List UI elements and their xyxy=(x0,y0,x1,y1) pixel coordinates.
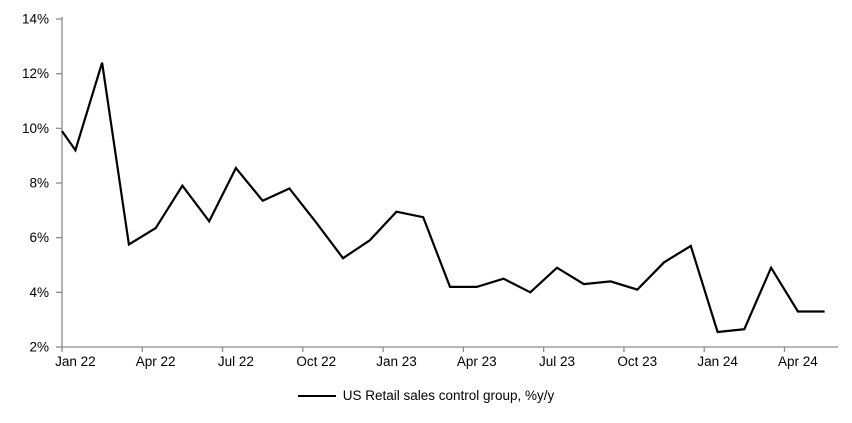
x-tick-label: Oct 22 xyxy=(296,354,336,369)
legend-label: US Retail sales control group, %y/y xyxy=(342,388,555,403)
x-tick-label: Apr 23 xyxy=(457,354,497,369)
x-tick-label: Apr 22 xyxy=(136,354,176,369)
y-tick-label: 4% xyxy=(29,285,49,300)
y-tick-label: 8% xyxy=(29,176,49,191)
legend: US Retail sales control group, %y/y xyxy=(0,388,852,403)
y-tick-label: 14% xyxy=(22,12,49,27)
y-tick-label: 6% xyxy=(29,230,49,245)
x-tick-label: Oct 23 xyxy=(617,354,657,369)
x-tick-label: Jul 23 xyxy=(539,354,575,369)
legend-line-marker xyxy=(297,394,336,397)
y-tick-label: 12% xyxy=(22,66,49,81)
x-tick-label: Jan 24 xyxy=(697,354,738,369)
y-tick-label: 2% xyxy=(29,340,49,355)
x-tick-label: Jan 22 xyxy=(55,354,96,369)
y-tick-label: 10% xyxy=(22,121,49,136)
x-tick-label: Jul 22 xyxy=(218,354,254,369)
x-tick-label: Apr 24 xyxy=(778,354,818,369)
series-line-us-retail-sales-control-group xyxy=(61,62,825,334)
x-tick-label: Jan 23 xyxy=(376,354,417,369)
